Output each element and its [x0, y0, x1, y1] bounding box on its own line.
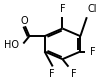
Text: Cl: Cl — [88, 4, 97, 14]
Text: F: F — [90, 46, 95, 57]
Text: F: F — [49, 69, 54, 79]
Text: F: F — [71, 69, 76, 79]
Text: F: F — [60, 4, 65, 14]
Text: O: O — [21, 16, 28, 26]
Text: HO: HO — [4, 40, 19, 50]
